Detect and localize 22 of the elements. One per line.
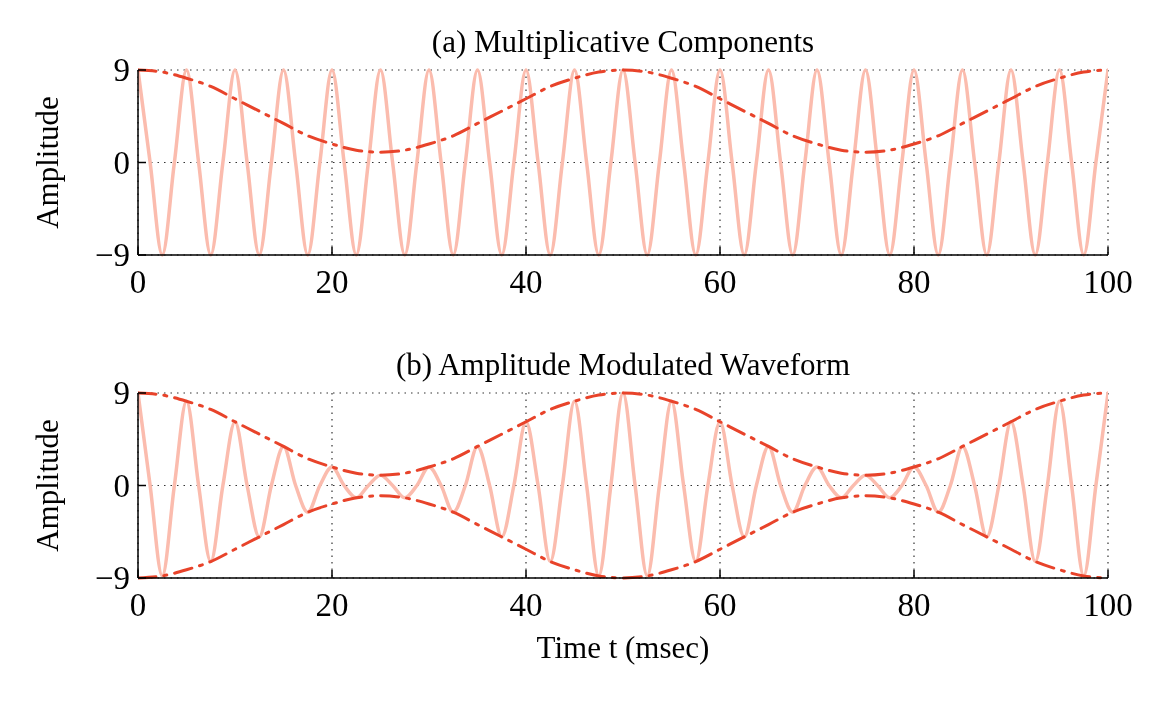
y-axis-title: Amplitude bbox=[30, 96, 65, 229]
chart-title: (b) Amplitude Modulated Waveform bbox=[395, 347, 851, 382]
x-tick-label: 60 bbox=[703, 587, 737, 623]
x-tick-label: 80 bbox=[897, 587, 931, 623]
chart-title: (a) Multiplicative Components bbox=[431, 24, 815, 59]
y-axis-title: Amplitude bbox=[30, 419, 65, 552]
x-tick-label: 40 bbox=[509, 587, 543, 623]
y-tick-label: 0 bbox=[113, 467, 130, 504]
x-tick-label: 100 bbox=[1083, 587, 1133, 623]
y-tick-label: −9 bbox=[94, 237, 130, 273]
y-tick-label: 0 bbox=[113, 144, 130, 181]
x-tick-label: 80 bbox=[897, 264, 931, 300]
x-tick-label: 40 bbox=[509, 264, 543, 300]
line-series bbox=[138, 391, 1108, 578]
x-tick-label: 100 bbox=[1083, 264, 1133, 300]
x-tick-label: 60 bbox=[703, 264, 737, 300]
x-tick-label: 20 bbox=[315, 587, 349, 623]
x-tick-label: 20 bbox=[315, 264, 349, 300]
y-tick-label: −9 bbox=[94, 560, 130, 596]
y-tick-label: 9 bbox=[113, 375, 130, 411]
y-tick-label: 9 bbox=[113, 52, 130, 88]
x-axis-title: Time t (msec) bbox=[536, 630, 710, 665]
